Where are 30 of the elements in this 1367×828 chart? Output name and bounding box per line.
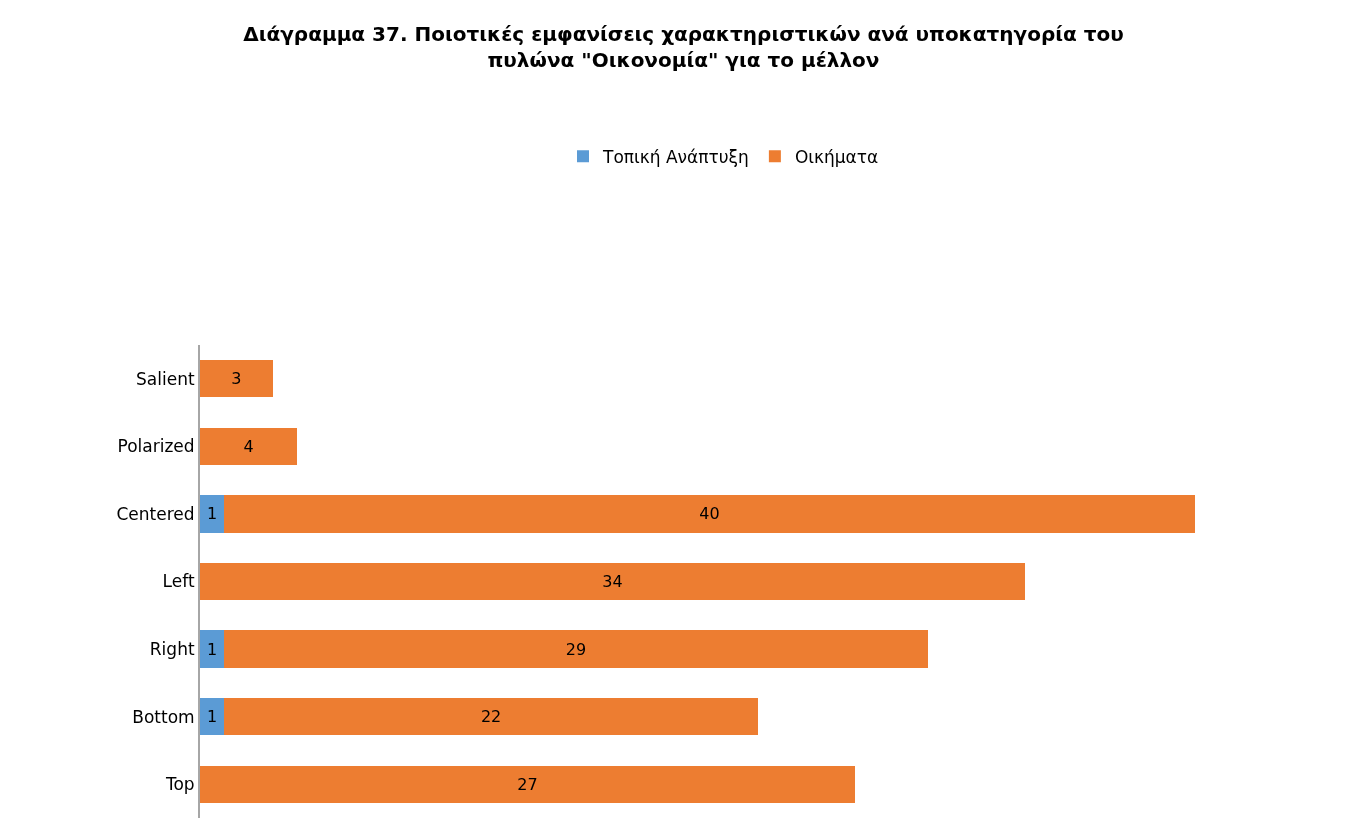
y-tick-label: Centered	[116, 503, 195, 524]
data-label: 4	[243, 436, 254, 456]
bar	[200, 495, 225, 533]
y-tick-label: Right	[149, 639, 195, 660]
legend-label: Τοπική Ανάπτυξη	[602, 146, 749, 167]
bar	[200, 698, 225, 736]
data-label: 3	[231, 369, 242, 389]
chart-title: Διάγραμμα 37. Ποιοτικές εμφανίσεις χαρακτηριστικών ανά υποκατηγορία του πυλώνα "Οικονομία" για το μέλλον	[243, 22, 1124, 73]
data-label: 29	[565, 639, 587, 659]
bar	[200, 630, 225, 668]
bar	[200, 765, 856, 803]
legend-label: Οικήματα	[794, 146, 879, 167]
y-tick-label: Salient	[136, 368, 195, 389]
bar	[200, 360, 273, 398]
y-tick-label: Bottom	[132, 706, 195, 727]
data-label: 27	[517, 774, 538, 794]
data-label: 1	[207, 639, 218, 659]
data-label: 1	[207, 707, 218, 727]
bar	[200, 562, 1025, 601]
y-tick-label: Polarized	[117, 436, 195, 457]
y-tick-label: Left	[162, 571, 195, 592]
data-label: 34	[602, 572, 623, 591]
data-label: 22	[480, 707, 502, 727]
bar	[200, 427, 298, 465]
bar	[224, 698, 758, 736]
bar	[224, 495, 1195, 533]
data-label: 1	[207, 504, 218, 524]
y-tick-label: Top	[164, 774, 195, 795]
bar	[224, 630, 928, 668]
data-label: 40	[699, 504, 720, 524]
